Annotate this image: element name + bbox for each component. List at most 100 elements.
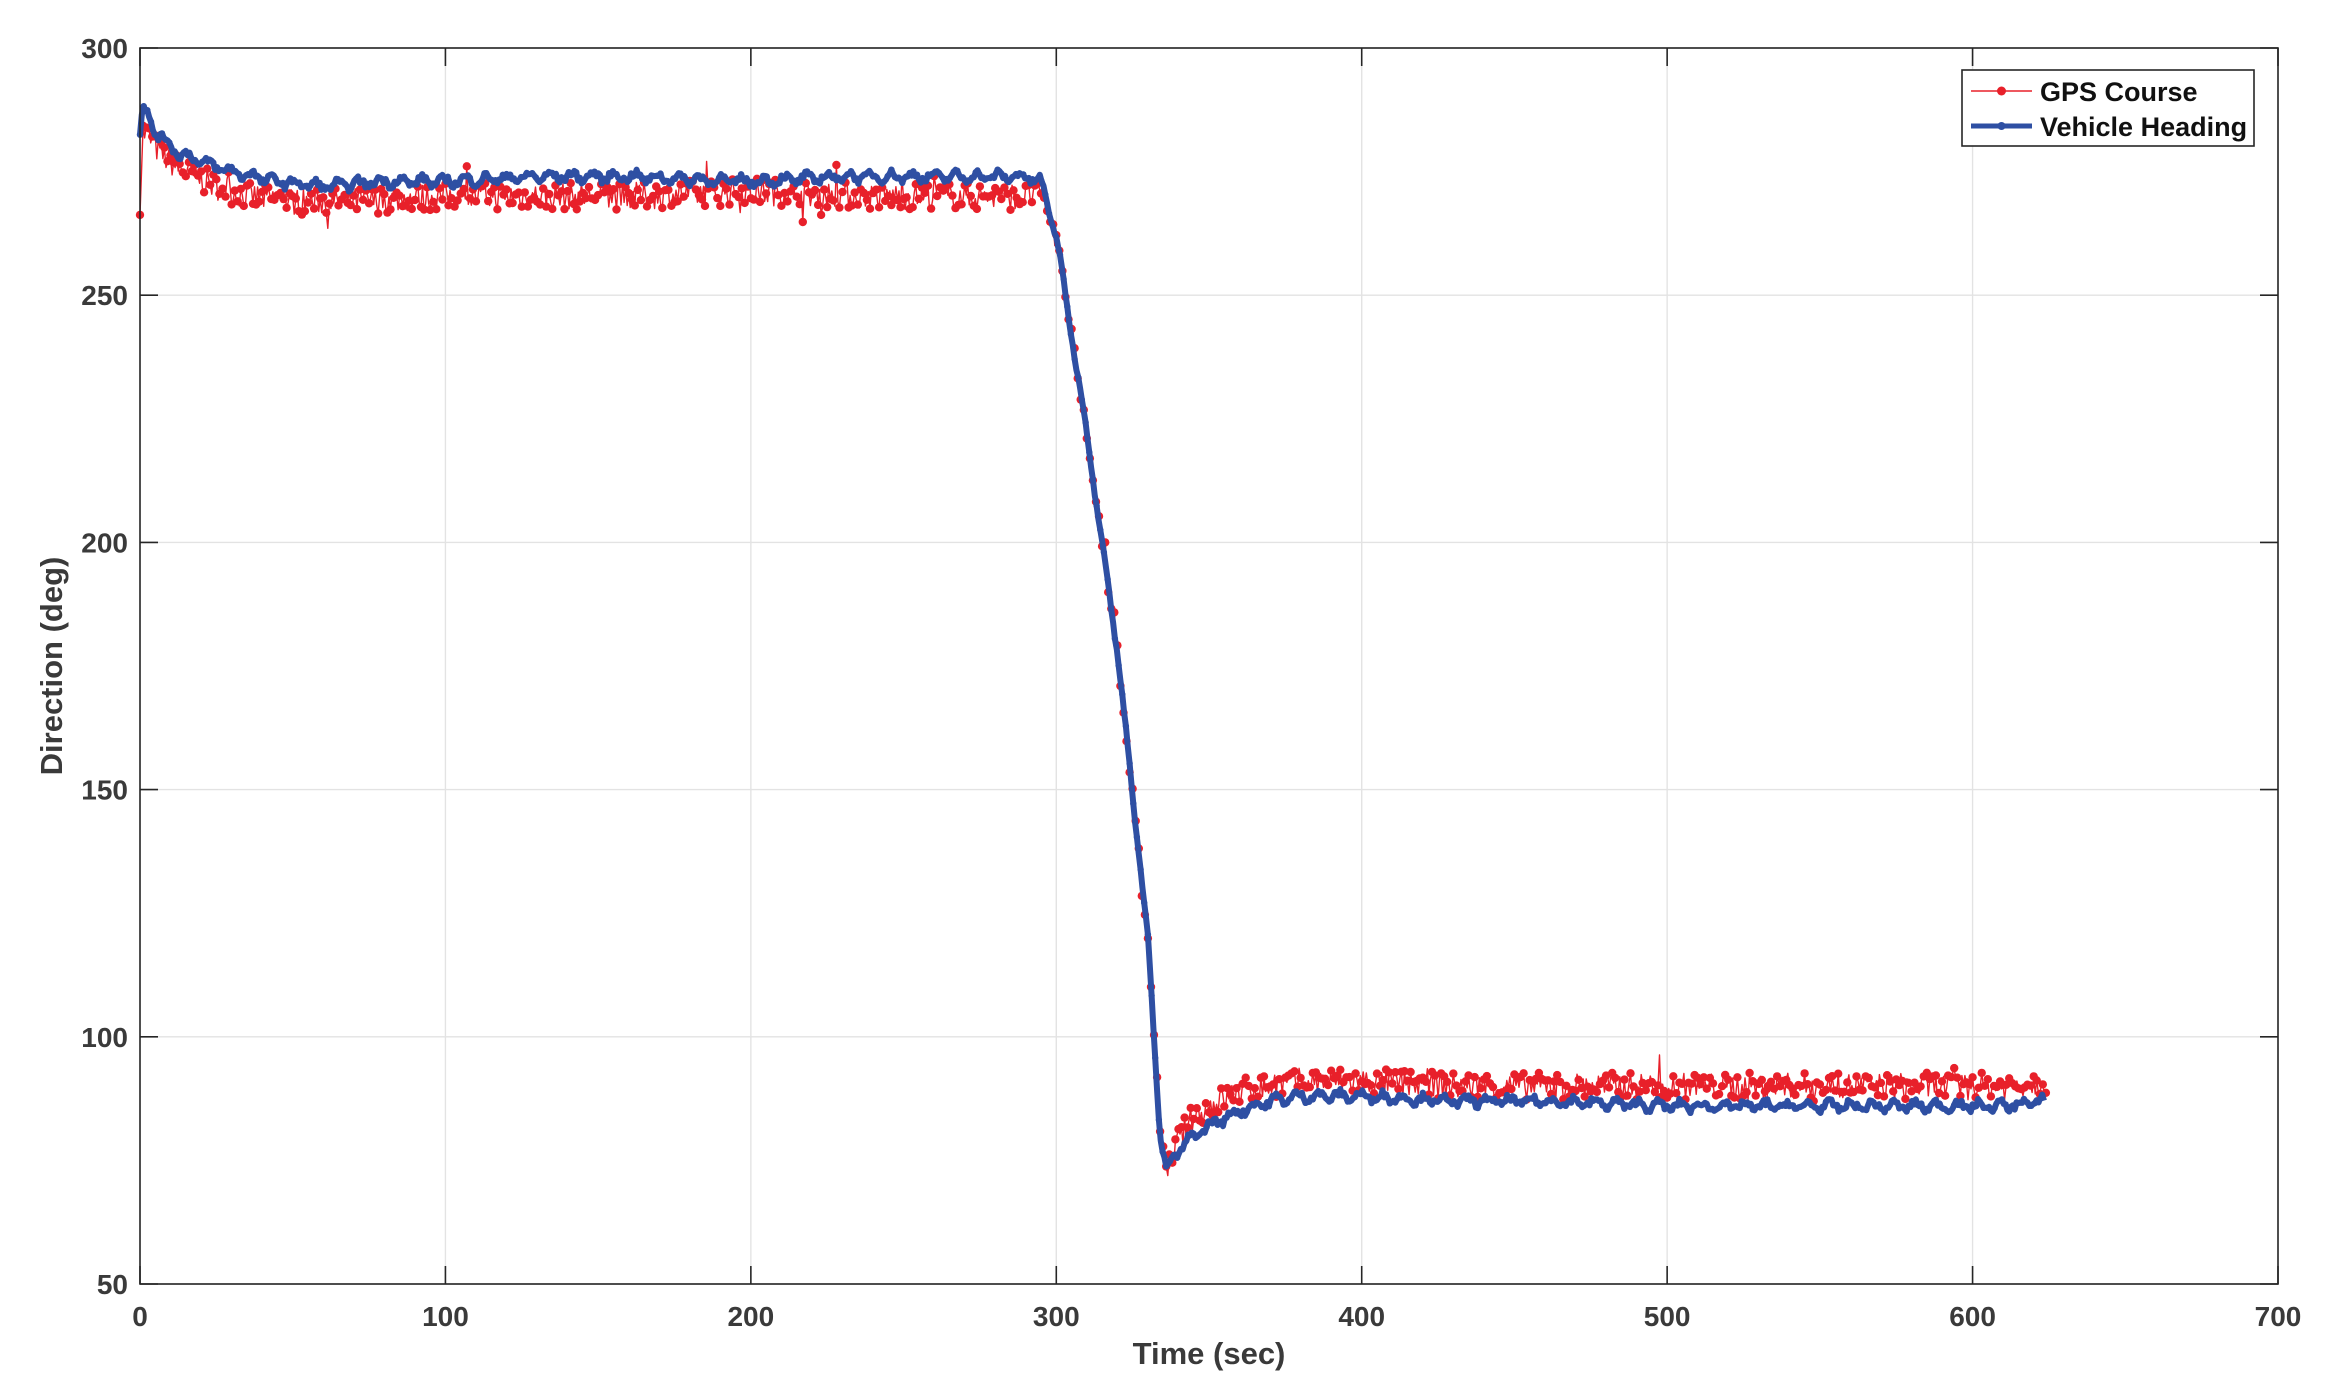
- point-gps-course: [987, 191, 997, 200]
- point-gps-course: [282, 203, 291, 212]
- point-gps-course: [1171, 1135, 1180, 1144]
- point-gps-course: [364, 199, 374, 208]
- point-vehicle-heading: [712, 179, 719, 187]
- point-vehicle-heading: [514, 178, 521, 186]
- point-vehicle-heading: [1925, 1107, 1932, 1114]
- point-vehicle-heading: [1478, 1097, 1485, 1104]
- point-gps-course: [395, 191, 404, 200]
- point-gps-course: [1177, 1123, 1186, 1132]
- point-gps-course: [1650, 1087, 1660, 1097]
- legend-label-gps-course: GPS Course: [2040, 77, 2198, 107]
- point-gps-course: [1378, 1075, 1388, 1085]
- point-gps-course: [1394, 1084, 1403, 1094]
- y-tick-label: 300: [81, 33, 128, 64]
- point-gps-course: [642, 202, 652, 211]
- point-vehicle-heading: [734, 175, 741, 182]
- point-vehicle-heading: [177, 155, 184, 163]
- point-vehicle-heading: [239, 176, 246, 183]
- point-vehicle-heading: [1973, 1102, 1980, 1110]
- point-vehicle-heading: [1075, 374, 1082, 381]
- point-gps-course: [355, 185, 365, 194]
- point-gps-course: [563, 186, 572, 196]
- point-vehicle-heading: [1595, 1097, 1602, 1104]
- point-gps-course: [432, 205, 441, 214]
- point-gps-course: [1327, 1066, 1336, 1075]
- point-gps-course: [206, 180, 215, 189]
- point-gps-course: [386, 205, 395, 214]
- point-vehicle-heading: [1174, 1154, 1181, 1161]
- point-gps-course: [199, 188, 209, 197]
- point-vehicle-heading: [1284, 1099, 1291, 1107]
- point-vehicle-heading: [477, 178, 485, 186]
- point-vehicle-heading: [594, 170, 602, 177]
- point-vehicle-heading: [1500, 1099, 1507, 1106]
- point-gps-course: [1018, 198, 1027, 207]
- point-vehicle-heading: [800, 174, 807, 181]
- point-vehicle-heading: [1159, 1148, 1166, 1155]
- point-gps-course: [1751, 1091, 1760, 1100]
- point-vehicle-heading: [1551, 1096, 1558, 1104]
- point-vehicle-heading: [1130, 800, 1137, 807]
- point-gps-course: [957, 200, 966, 209]
- point-gps-course: [1940, 1091, 1950, 1100]
- point-vehicle-heading: [946, 174, 954, 181]
- point-gps-course: [630, 201, 639, 210]
- point-vehicle-heading: [1364, 1093, 1372, 1100]
- point-vehicle-heading: [1434, 1098, 1441, 1105]
- point-gps-course: [994, 187, 1003, 196]
- point-gps-course: [374, 209, 383, 218]
- legend[interactable]: GPS Course Vehicle Heading: [1961, 69, 2255, 147]
- point-vehicle-heading: [624, 178, 631, 186]
- point-gps-course: [914, 194, 923, 203]
- point-gps-course: [755, 197, 765, 207]
- point-vehicle-heading: [1133, 834, 1141, 841]
- point-gps-course: [679, 192, 688, 201]
- point-vehicle-heading: [144, 107, 151, 114]
- point-gps-course: [2038, 1080, 2048, 1089]
- point-vehicle-heading: [774, 180, 781, 187]
- point-vehicle-heading: [1672, 1101, 1679, 1108]
- point-gps-course: [713, 193, 722, 203]
- point-gps-course: [1745, 1068, 1754, 1078]
- x-tick-label: 600: [1949, 1301, 1996, 1332]
- tick-labels: 0 100 200 300 400 500 600 700 50 100 150 200 250 300: [81, 33, 2301, 1332]
- point-vehicle-heading: [888, 166, 895, 173]
- point-vehicle-heading: [345, 188, 353, 195]
- point-vehicle-heading: [1265, 1103, 1273, 1110]
- point-gps-course: [426, 205, 435, 215]
- point-gps-course: [810, 185, 820, 195]
- point-vehicle-heading: [935, 169, 943, 177]
- point-gps-course: [291, 194, 300, 203]
- point-vehicle-heading: [1639, 1100, 1646, 1108]
- point-gps-course: [484, 196, 493, 206]
- point-gps-course: [349, 191, 358, 200]
- point-vehicle-heading: [990, 174, 998, 182]
- point-gps-course: [1724, 1075, 1733, 1084]
- point-vehicle-heading: [1071, 355, 1078, 363]
- point-gps-course: [1391, 1068, 1400, 1077]
- point-vehicle-heading: [913, 171, 921, 178]
- point-vehicle-heading: [668, 179, 675, 187]
- x-tick-label: 500: [1644, 1301, 1691, 1332]
- point-gps-course: [517, 202, 526, 211]
- point-vehicle-heading: [1243, 1108, 1251, 1116]
- point-gps-course: [1476, 1084, 1486, 1093]
- point-gps-course: [1834, 1069, 1843, 1078]
- point-vehicle-heading: [1155, 1116, 1163, 1124]
- point-vehicle-heading: [1089, 476, 1097, 483]
- point-vehicle-heading: [855, 180, 862, 187]
- x-tick-label: 0: [132, 1301, 148, 1332]
- point-vehicle-heading: [1086, 449, 1093, 456]
- point-gps-course: [975, 182, 985, 191]
- point-gps-course: [1931, 1071, 1941, 1080]
- point-gps-course: [820, 185, 829, 194]
- point-vehicle-heading: [496, 176, 503, 183]
- point-vehicle-heading: [1188, 1129, 1196, 1136]
- point-vehicle-heading: [1998, 1096, 2006, 1103]
- point-gps-course: [203, 164, 212, 173]
- point-vehicle-heading: [1606, 1102, 1613, 1109]
- point-gps-course: [514, 188, 523, 197]
- point-vehicle-heading: [1053, 233, 1060, 241]
- point-gps-course: [572, 205, 581, 214]
- point-vehicle-heading: [1668, 1106, 1676, 1114]
